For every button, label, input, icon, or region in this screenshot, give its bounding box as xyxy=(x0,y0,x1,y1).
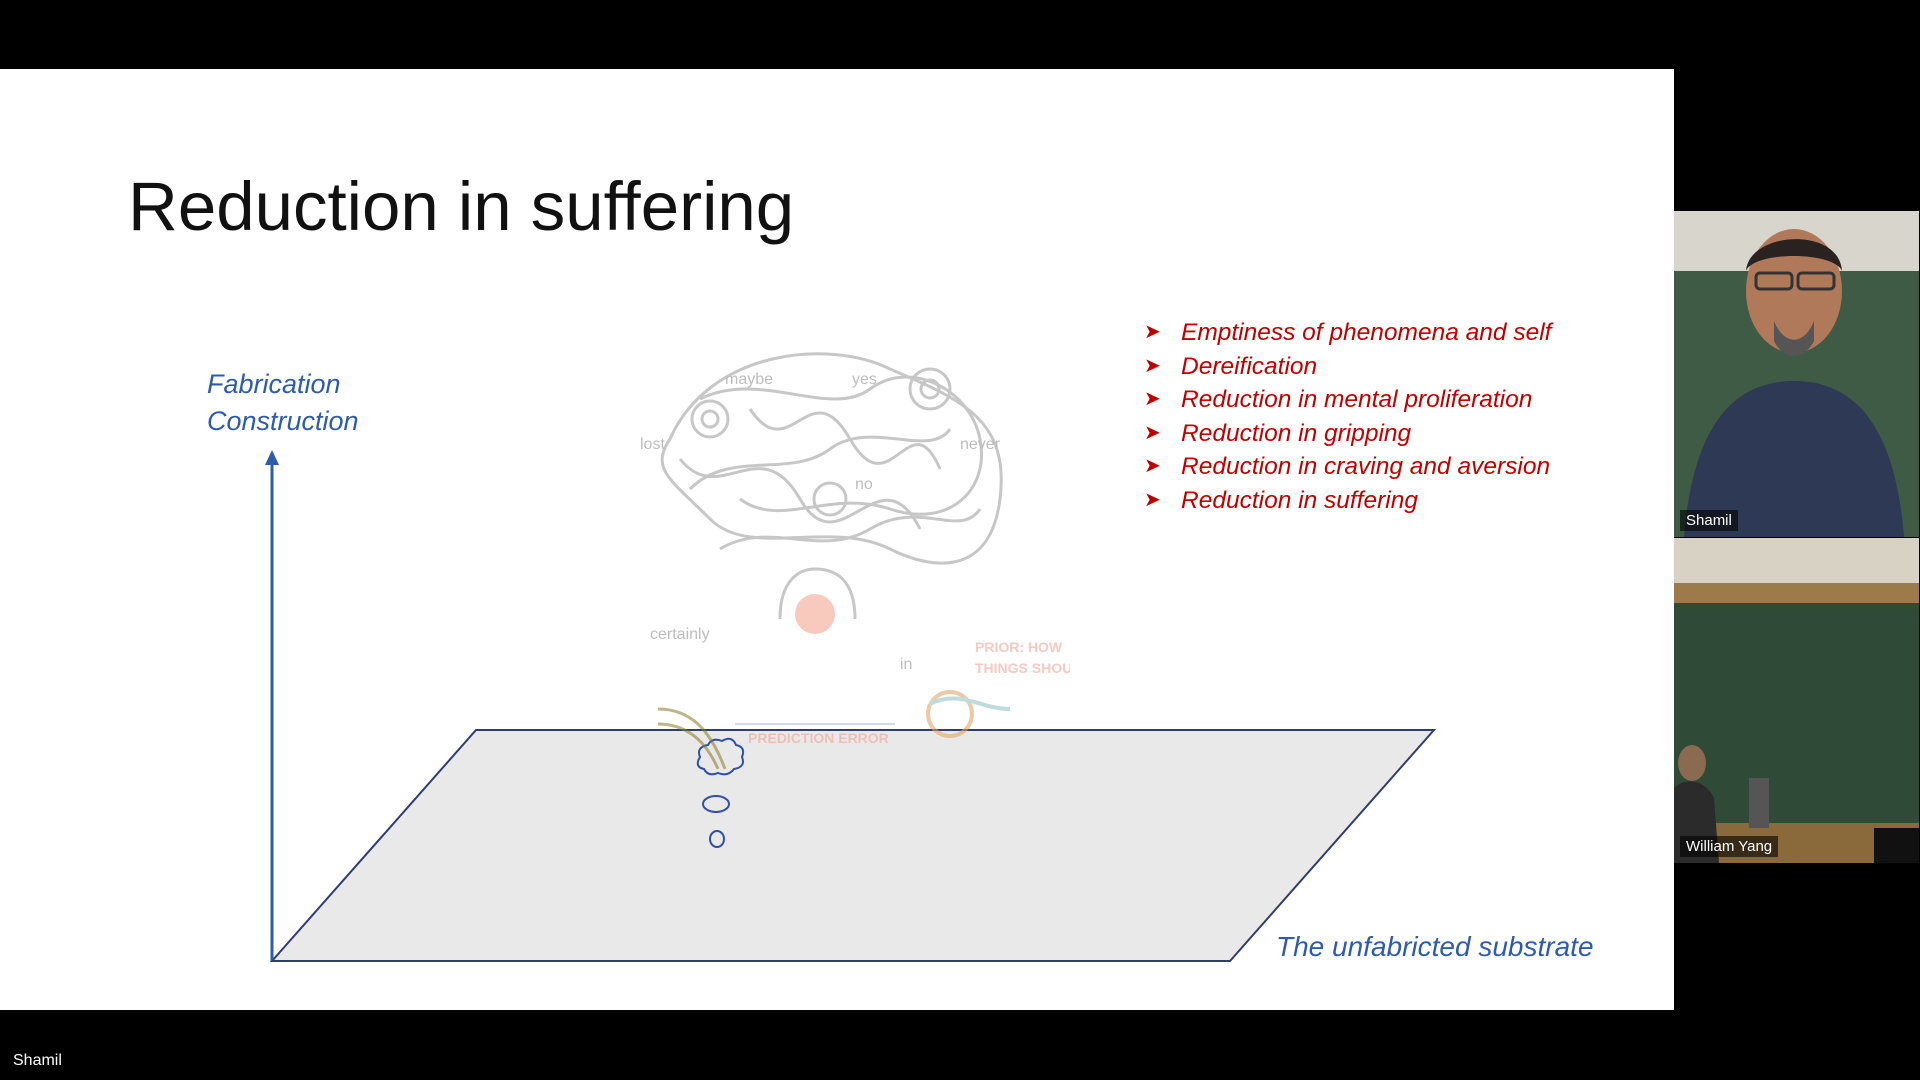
bullet-text: Dereification xyxy=(1181,352,1318,380)
word-never: never xyxy=(960,436,1001,453)
frowning-face-icon xyxy=(795,594,835,634)
video-tile-shamil[interactable]: Shamil xyxy=(1674,211,1919,537)
video-tile-william-yang[interactable]: William Yang xyxy=(1674,538,1919,863)
bullet-item: ➤ Emptiness of phenomena and self xyxy=(1144,316,1551,350)
arrow-bullet-icon: ➤ xyxy=(1144,488,1161,511)
shared-slide: Reduction in suffering Fabrication Const… xyxy=(0,69,1674,1010)
word-certainly: certainly xyxy=(650,626,710,643)
participant-video-shamil xyxy=(1674,211,1919,537)
word-no: no xyxy=(855,476,873,493)
bullet-text: Emptiness of phenomena and self xyxy=(1181,319,1552,346)
thought-bubble-medium xyxy=(702,795,730,813)
active-speaker-name: Shamil xyxy=(13,1052,62,1069)
word-maybe: maybe xyxy=(725,371,773,388)
slide-title: Reduction in suffering xyxy=(128,168,795,245)
participant-video-william-yang xyxy=(1674,538,1919,863)
prior-label-line2: THINGS SHOULD BE xyxy=(975,660,1070,676)
prior-swirl-icon xyxy=(926,690,974,738)
prior-label-line1: PRIOR: HOW xyxy=(975,639,1063,655)
arrow-bullet-icon: ➤ xyxy=(1144,388,1161,411)
bullet-item: ➤ Reduction in gripping xyxy=(1144,417,1551,451)
bullet-text: Reduction in suffering xyxy=(1181,486,1418,514)
participant-name-tag: William Yang xyxy=(1680,836,1779,857)
word-in: in xyxy=(900,656,912,673)
tangled-mind-illustration: maybe yes lost no never certainly in PRI… xyxy=(640,352,1070,769)
y-axis-label-fabrication: Fabrication xyxy=(207,369,341,399)
participant-name-tag: Shamil xyxy=(1680,510,1738,531)
bullet-list: ➤ Emptiness of phenomena and self ➤ Dereif… xyxy=(1144,316,1551,518)
y-axis-arrowhead xyxy=(265,450,279,465)
arrow-bullet-icon: ➤ xyxy=(1144,354,1161,377)
bullet-item: ➤ Reduction in mental proliferation xyxy=(1144,383,1551,417)
arrow-bullet-icon: ➤ xyxy=(1144,421,1161,444)
word-yes: yes xyxy=(852,371,877,388)
y-axis-label-construction: Construction xyxy=(207,406,359,436)
bullet-text: Reduction in craving and aversion xyxy=(1181,453,1551,481)
arrow-bullet-icon: ➤ xyxy=(1144,455,1161,478)
bullet-text: Reduction in mental proliferation xyxy=(1181,386,1533,414)
word-lost: lost xyxy=(640,436,665,453)
prediction-error-label: PREDICTION ERROR xyxy=(748,730,889,746)
bullet-item: ➤ Reduction in suffering xyxy=(1144,484,1551,518)
bullet-item: ➤ Reduction in craving and aversion xyxy=(1144,450,1551,484)
arrow-bullet-icon: ➤ xyxy=(1144,321,1161,343)
thought-bubble-small xyxy=(709,830,725,848)
bullet-item: ➤ Dereification xyxy=(1144,350,1551,384)
bullet-text: Reduction in gripping xyxy=(1181,419,1412,447)
diagram xyxy=(265,450,1437,962)
x-axis-label: The unfabricted substrate xyxy=(1276,931,1594,962)
